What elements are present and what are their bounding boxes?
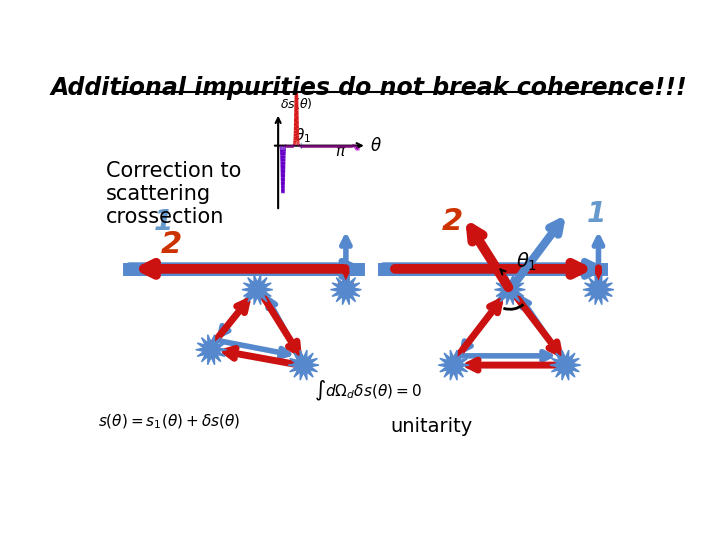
- Text: 1: 1: [153, 208, 173, 237]
- Text: $s(\theta) = s_1(\theta) + \delta s(\theta)$: $s(\theta) = s_1(\theta) + \delta s(\the…: [98, 413, 240, 431]
- Polygon shape: [495, 275, 526, 305]
- Text: $\theta_1$: $\theta_1$: [294, 126, 310, 145]
- Polygon shape: [196, 335, 227, 365]
- Text: $\delta s(\theta)$: $\delta s(\theta)$: [281, 96, 313, 111]
- Text: Additional impurities do not break coherence!!!: Additional impurities do not break coher…: [50, 76, 688, 100]
- Polygon shape: [288, 350, 319, 380]
- Text: $\pi$: $\pi$: [335, 144, 346, 159]
- Text: $\theta_1$: $\theta_1$: [516, 251, 537, 273]
- Text: $\int d\Omega_d \delta s(\theta) = 0$: $\int d\Omega_d \delta s(\theta) = 0$: [314, 379, 421, 403]
- Polygon shape: [438, 350, 469, 380]
- Polygon shape: [330, 275, 361, 305]
- Text: 2: 2: [442, 207, 464, 235]
- Text: 2: 2: [161, 231, 182, 259]
- Text: Correction to
scattering
crossection: Correction to scattering crossection: [106, 161, 241, 227]
- Text: unitarity: unitarity: [390, 417, 473, 436]
- Polygon shape: [583, 275, 614, 305]
- Polygon shape: [242, 275, 273, 305]
- Text: 1: 1: [587, 200, 606, 228]
- Polygon shape: [550, 350, 581, 380]
- Text: $\theta$: $\theta$: [370, 137, 382, 156]
